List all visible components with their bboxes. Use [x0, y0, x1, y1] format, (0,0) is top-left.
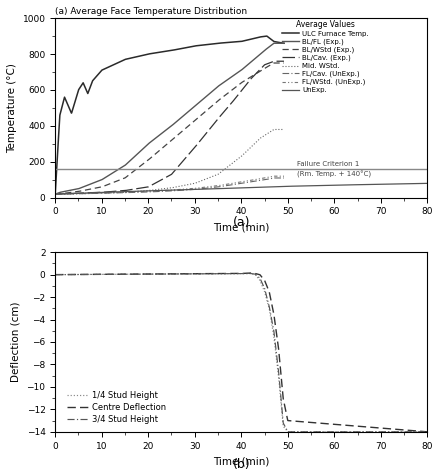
X-axis label: Time (min): Time (min): [213, 456, 269, 466]
Text: (Rm. Temp. + 140°C): (Rm. Temp. + 140°C): [297, 171, 371, 179]
Text: Failure Criterion 1: Failure Criterion 1: [297, 161, 359, 167]
Legend: 1/4 Stud Height, Centre Deflection, 3/4 Stud Height: 1/4 Stud Height, Centre Deflection, 3/4 …: [67, 391, 166, 424]
Text: (a): (a): [232, 217, 250, 229]
X-axis label: Time (min): Time (min): [213, 222, 269, 232]
Y-axis label: Deflection (cm): Deflection (cm): [11, 302, 21, 382]
Y-axis label: Temperature (°C): Temperature (°C): [7, 63, 17, 153]
Text: (b): (b): [232, 458, 250, 471]
Legend: ULC Furnace Temp., BL/FL (Exp.), BL/WStd (Exp.), BL/Cav. (Exp.), Mid. WStd., FL/: ULC Furnace Temp., BL/FL (Exp.), BL/WStd…: [282, 20, 369, 93]
Text: (a) Average Face Temperature Distribution: (a) Average Face Temperature Distributio…: [55, 7, 247, 16]
